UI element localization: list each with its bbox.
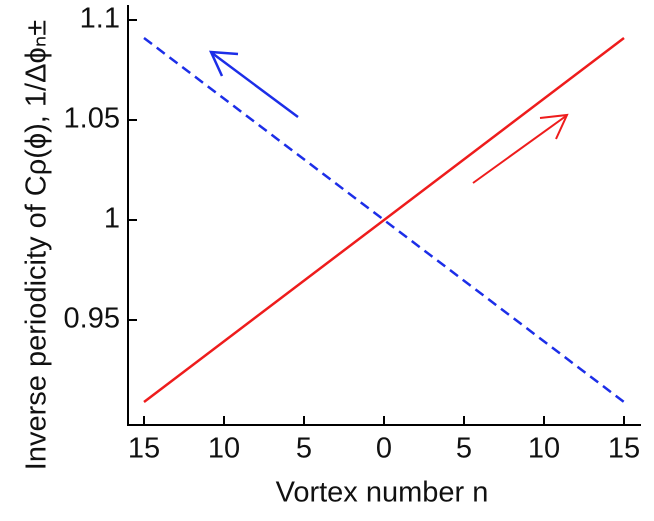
- y-tick-label: 1: [104, 203, 120, 235]
- x-tick-label: 15: [128, 433, 160, 465]
- x-tick-label: 5: [296, 433, 312, 465]
- x-tick-label: 5: [456, 433, 472, 465]
- x-axis-title: Vortex number n: [276, 477, 489, 509]
- x-tick-label: 10: [528, 433, 560, 465]
- x-tick-label: 0: [376, 433, 392, 465]
- x-tick-label: 15: [608, 433, 640, 465]
- y-tick-label: 1.1: [80, 3, 120, 35]
- line-series: [143, 37, 625, 403]
- y-tick-label: 1.05: [64, 103, 120, 135]
- y-axis-title: Inverse periodicity of Cρ(ϕ), 1/Δϕₙ±: [21, 20, 53, 470]
- arrow-blue: [208, 50, 299, 119]
- x-tick-label: 10: [208, 433, 240, 465]
- line-series: [143, 37, 625, 403]
- arrow-red: [472, 113, 569, 184]
- y-tick-label: 0.95: [64, 303, 120, 335]
